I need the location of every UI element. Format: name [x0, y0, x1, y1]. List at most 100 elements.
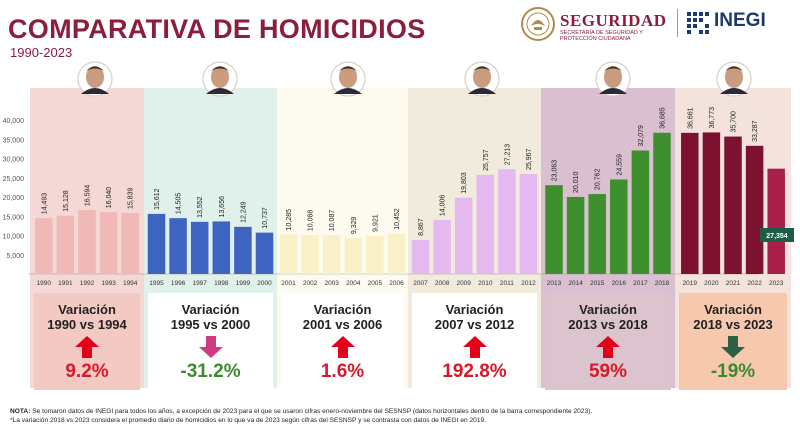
portrait-hair-icon — [339, 66, 357, 71]
x-tick-label-2008: 2008 — [435, 280, 450, 287]
bar-1991 — [56, 215, 75, 274]
variation-value: 1.6% — [320, 361, 365, 382]
variation-title-line1: Variación — [181, 302, 240, 317]
data-label-2010: 25,757 — [483, 149, 490, 171]
variation-title: Variación 2018 vs 2023 — [679, 302, 787, 332]
data-label-1990: 14,493 — [41, 193, 48, 215]
variation-title-line1: Variación — [704, 302, 762, 317]
arrow-up-icon — [330, 336, 355, 358]
bar-1997 — [190, 221, 209, 274]
y-tick-label: 35,000 — [3, 137, 25, 144]
footnote-line-1: NOTA: Se tomaron datos de INEGI para tod… — [10, 408, 790, 417]
bar-2010 — [476, 174, 495, 274]
x-tick-label-2000: 2000 — [257, 280, 272, 287]
portrait-suit-icon — [720, 88, 748, 94]
footnotes: NOTA: Se tomaron datos de INEGI para tod… — [10, 408, 790, 425]
data-label-2006: 10,452 — [394, 208, 401, 230]
callout-2023-box — [760, 228, 794, 242]
bar-2000 — [255, 232, 274, 274]
data-label-1999: 12,249 — [240, 201, 247, 223]
variation-value: -19% — [710, 361, 756, 382]
x-tick-label-2003: 2003 — [324, 280, 339, 287]
data-label-1993: 16,040 — [106, 187, 113, 209]
y-tick-label: 15,000 — [3, 214, 25, 221]
variation-title-line1: Variación — [579, 302, 637, 317]
data-label-1995: 15,612 — [154, 188, 161, 210]
bar-2016 — [610, 179, 628, 274]
variation-title: Variación 1995 vs 2000 — [148, 302, 273, 332]
x-tick-label-2001: 2001 — [281, 280, 296, 287]
data-label-1997: 13,552 — [197, 196, 204, 218]
data-label-2019: 36,661 — [687, 107, 694, 129]
data-label-2016: 24,559 — [616, 154, 623, 176]
variation-title-line2: 2013 vs 2018 — [568, 317, 648, 332]
data-label-2008: 14,006 — [440, 195, 447, 217]
y-tick-label: 20,000 — [3, 195, 25, 202]
data-label-1994: 15,839 — [128, 188, 135, 210]
bar-2023 — [767, 168, 785, 274]
data-label-2013: 23,063 — [552, 160, 559, 182]
bar-2007 — [411, 239, 430, 274]
variation-title-line2: 2018 vs 2023 — [693, 317, 773, 332]
y-tick-label: 5,000 — [6, 253, 24, 260]
bar-2008 — [433, 220, 451, 274]
bar-2021 — [724, 136, 742, 274]
portrait-face-icon — [86, 66, 104, 88]
footnote-line-2: *La variación 2018 vs 2023 considera el … — [10, 416, 487, 424]
x-tick-label-1992: 1992 — [80, 280, 95, 287]
bar-2001 — [279, 234, 298, 274]
x-tick-label-2018: 2018 — [655, 280, 670, 287]
data-label-2005: 9,921 — [372, 214, 379, 232]
data-label-2009: 19,803 — [461, 172, 468, 194]
portrait-hair-icon — [604, 66, 622, 71]
variation-panel-1: Variación 1990 vs 1994 9.2% — [34, 293, 140, 390]
bar-2009 — [454, 197, 473, 274]
y-tick-label: 40,000 — [3, 118, 25, 125]
variation-panel-5: Variación 2013 vs 2018 59% — [545, 293, 671, 390]
x-tick-label-2009: 2009 — [456, 280, 471, 287]
variation-title: Variación 1990 vs 1994 — [34, 302, 140, 332]
bar-2014 — [566, 196, 585, 274]
x-tick-label-1991: 1991 — [58, 280, 73, 287]
data-label-2018: 36,685 — [660, 107, 667, 129]
portrait-suit-icon — [599, 88, 627, 94]
bar-2018 — [653, 132, 671, 274]
x-tick-label-2015: 2015 — [590, 280, 605, 287]
bar-2013 — [545, 185, 563, 274]
x-tick-label-2016: 2016 — [612, 280, 627, 287]
data-label-2011: 27,213 — [504, 144, 511, 166]
x-tick-label-2012: 2012 — [521, 280, 536, 287]
data-label-2014: 20,010 — [573, 171, 580, 193]
data-label-1992: 16,594 — [85, 185, 92, 207]
x-tick-label-2004: 2004 — [346, 280, 361, 287]
variation-panel-2: Variación 1995 vs 2000 -31.2% — [148, 293, 273, 390]
bar-1994 — [121, 213, 139, 274]
footnote-label: NOTA: — [10, 408, 31, 415]
page-subtitle: 1990-2023 — [10, 45, 73, 60]
data-label-2001: 10,285 — [286, 209, 293, 231]
y-tick-label: 25,000 — [3, 176, 25, 183]
portrait-suit-icon — [468, 88, 496, 94]
portrait-face-icon — [211, 66, 229, 88]
data-label-2015: 20,762 — [595, 169, 602, 191]
variation-value: 192.8% — [442, 361, 507, 382]
bar-2004 — [344, 238, 363, 274]
x-tick-label-1997: 1997 — [192, 280, 207, 287]
variation-title-line2: 1990 vs 1994 — [47, 317, 127, 332]
variation-title-line1: Variación — [58, 302, 116, 317]
data-label-2003: 10,087 — [329, 210, 336, 232]
bar-2011 — [498, 169, 516, 274]
data-label-2004: 9,329 — [351, 216, 358, 234]
variation-title-line2: 2007 vs 2012 — [434, 317, 515, 332]
data-label-2021: 35,700 — [731, 111, 738, 133]
x-tick-label-1993: 1993 — [101, 280, 116, 287]
logos-area: SEGURIDAD SECRETARÍA DE SEGURIDAD Y PROT… — [520, 6, 790, 42]
x-tick-label-1990: 1990 — [37, 280, 52, 287]
bar-2012 — [519, 174, 538, 274]
x-tick-label-2002: 2002 — [303, 280, 318, 287]
callout-2023-label: 27,354 — [766, 233, 788, 240]
x-tick-label-2007: 2007 — [413, 280, 428, 287]
x-tick-label-2006: 2006 — [389, 280, 404, 287]
arrow-down-icon — [721, 336, 745, 358]
bar-2005 — [366, 235, 384, 274]
